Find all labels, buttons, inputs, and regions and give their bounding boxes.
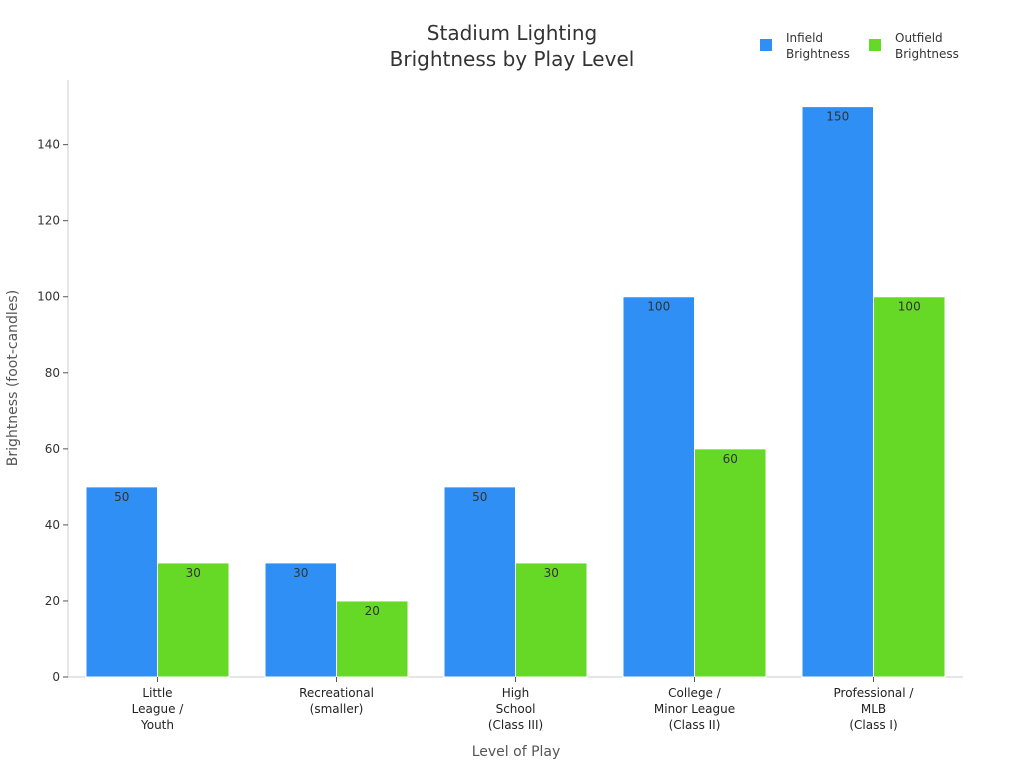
y-tick-label: 80: [45, 366, 60, 380]
legend-label-outfield-line-1: Outfield: [895, 31, 943, 45]
bar-infield: [622, 296, 695, 678]
bar-infield: [443, 486, 516, 678]
data-label: 30: [293, 566, 308, 580]
y-tick-label: 40: [45, 518, 60, 532]
data-label: 50: [472, 490, 487, 504]
x-tick-label: Youth: [140, 718, 174, 732]
chart-title-line-1: Stadium Lighting: [427, 21, 597, 45]
legend: Infield Brightness Outfield Brightness: [760, 31, 959, 61]
data-label: 100: [647, 300, 670, 314]
y-tick-label: 20: [45, 594, 60, 608]
x-tick-label: College /: [668, 686, 722, 700]
x-tick-label: Little: [142, 686, 172, 700]
bar-outfield: [515, 562, 588, 678]
x-tick-label: Minor League: [654, 702, 735, 716]
bar-outfield: [694, 448, 767, 678]
legend-label-infield-line-2: Brightness: [786, 47, 850, 61]
chart-title-line-2: Brightness by Play Level: [390, 47, 635, 71]
legend-label-outfield-line-2: Brightness: [895, 47, 959, 61]
x-tick-label: School: [496, 702, 536, 716]
bar-outfield: [157, 562, 230, 678]
x-tick-label: Recreational: [299, 686, 374, 700]
bar-infield: [801, 106, 874, 678]
data-label: 30: [544, 566, 559, 580]
data-label: 60: [723, 452, 738, 466]
y-tick-label: 0: [52, 670, 60, 684]
x-tick-label: (Class I): [849, 718, 897, 732]
data-label: 30: [186, 566, 201, 580]
y-tick-label: 60: [45, 442, 60, 456]
x-tick-label: MLB: [861, 702, 886, 716]
legend-label-infield-line-1: Infield: [786, 31, 823, 45]
legend-swatch-outfield: [869, 39, 881, 51]
bar-outfield: [873, 296, 946, 678]
y-tick-label: 140: [37, 138, 60, 152]
data-label: 100: [898, 300, 921, 314]
x-tick-label: (smaller): [310, 702, 364, 716]
data-label: 150: [826, 110, 849, 124]
legend-swatch-infield: [760, 39, 772, 51]
bar-outfield: [336, 600, 409, 678]
data-label: 20: [365, 604, 380, 618]
x-tick-label: League /: [132, 702, 185, 716]
x-tick-label: (Class III): [488, 718, 543, 732]
bar-infield: [85, 486, 158, 678]
y-axis-ticks: 0 20 40 60 80 100 120 140: [37, 138, 68, 684]
y-tick-label: 120: [37, 214, 60, 228]
data-label: 50: [114, 490, 129, 504]
y-axis-title: Brightness (foot-candles): [5, 290, 21, 466]
x-tick-label: Professional /: [834, 686, 915, 700]
bar-infield: [264, 562, 337, 678]
x-axis-labels: Little League / Youth Recreational (smaller)…: [132, 677, 915, 732]
bars-group: 50 30 30 20 50 30 100 60 150 100: [85, 106, 946, 678]
x-tick-label: High: [502, 686, 530, 700]
x-axis-title: Level of Play: [472, 744, 561, 760]
y-tick-label: 100: [37, 290, 60, 304]
x-tick-label: (Class II): [669, 718, 721, 732]
